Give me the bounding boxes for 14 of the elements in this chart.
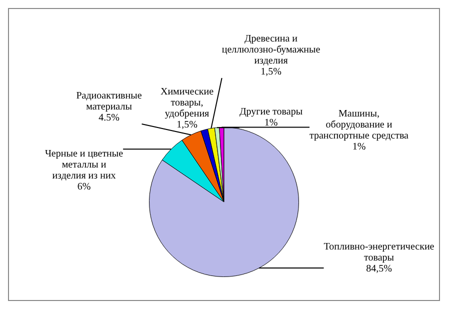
data-label: 84,5% — [366, 264, 392, 275]
slice-label: Машины, оборудование и транспортные средства — [310, 108, 410, 142]
slice-label: Топливно-энергетические товары — [324, 242, 435, 264]
slice-label: Древесина и целлюлозно-бумажные изделия — [222, 34, 321, 67]
data-label: 4.5% — [98, 112, 120, 124]
data-label: 1% — [352, 142, 366, 153]
slice-label: Химические товары, удобрения — [160, 86, 214, 120]
slice-label: Черные и цветные металлы и изделия из них — [44, 148, 124, 182]
slice-label: Другие товары — [239, 106, 303, 118]
data-label: 6% — [77, 182, 91, 193]
slice-label: Радиоактивные материалы — [76, 90, 142, 113]
data-label: 1,5% — [176, 120, 198, 131]
data-label: 1% — [264, 118, 278, 129]
data-label: 1,5% — [260, 66, 282, 78]
